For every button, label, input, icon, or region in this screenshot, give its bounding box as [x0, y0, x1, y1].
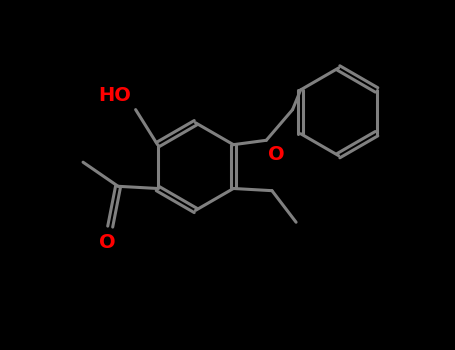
Text: HO: HO	[99, 85, 131, 105]
Text: O: O	[99, 233, 115, 252]
Text: O: O	[268, 145, 284, 164]
